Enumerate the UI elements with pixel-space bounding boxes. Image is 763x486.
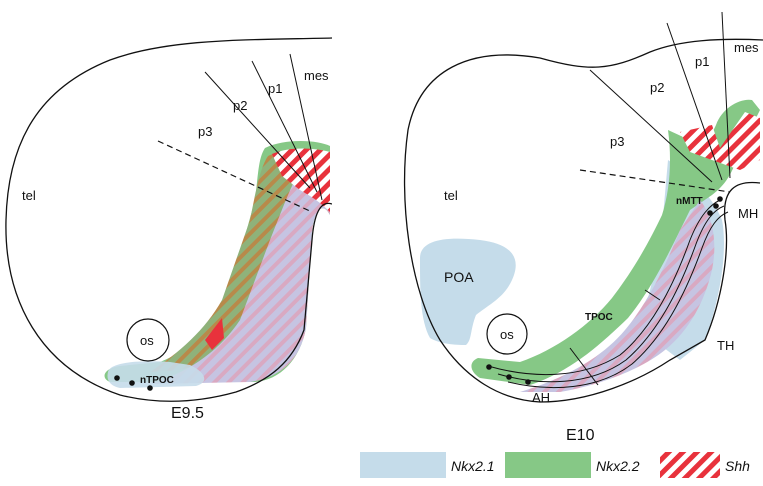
right-label-ah: AH xyxy=(532,390,550,405)
right-tick-tpoc xyxy=(644,289,661,301)
right-label-tpoc: TPOC xyxy=(585,312,613,323)
legend-swatch-nkx22 xyxy=(505,452,591,478)
right-nmtt-dot xyxy=(717,196,723,202)
right-brain-outline xyxy=(403,38,763,403)
right-overlap-region xyxy=(520,200,715,392)
right-label-poa: POA xyxy=(444,269,474,285)
left-ntpoc-dot xyxy=(147,385,153,391)
right-panel: tel p3 p2 p1 mes POA os TPOC nMTT MH TH … xyxy=(403,11,763,405)
right-boundary-p2-p1 xyxy=(666,22,723,181)
legend-label-shh: Shh xyxy=(725,458,750,474)
right-nkx22-region xyxy=(471,99,760,386)
right-label-nmtt: nMTT xyxy=(676,196,703,207)
legend-swatch-nkx21 xyxy=(360,452,446,478)
right-label-tel: tel xyxy=(444,188,458,203)
right-tpoc-dot xyxy=(486,364,492,370)
legend-label-nkx22: Nkx2.2 xyxy=(596,458,640,474)
legend-label-nkx21: Nkx2.1 xyxy=(451,458,495,474)
right-tick-ah xyxy=(569,347,599,386)
left-shh-spot xyxy=(205,318,224,350)
left-shh-region xyxy=(272,148,330,212)
left-label-os: os xyxy=(140,333,154,348)
left-boundary-p2-p1 xyxy=(251,60,318,193)
left-ntpoc-dot xyxy=(129,380,135,386)
left-overlap-region xyxy=(150,170,330,384)
right-tpoc-tract-2 xyxy=(497,205,725,383)
left-os-circle xyxy=(126,318,170,362)
left-label-p3: p3 xyxy=(198,124,212,139)
left-brain-outline xyxy=(5,37,332,402)
left-panel: tel p3 p2 p1 mes os nTPOC xyxy=(5,37,332,402)
right-boundary-p3-p2 xyxy=(589,69,713,183)
right-tpoc-tract-3 xyxy=(507,211,729,389)
left-label-p2: p2 xyxy=(233,98,247,113)
legend: Nkx2.1 Nkx2.2 Shh xyxy=(360,452,750,478)
right-boundary-p1-mes xyxy=(721,11,731,179)
right-tpoc-dot xyxy=(525,379,531,385)
right-dashed-line xyxy=(579,169,731,193)
left-stage-label: E9.5 xyxy=(171,405,204,422)
left-nkx22-overlap-region xyxy=(150,152,312,372)
left-label-ntpoc: nTPOC xyxy=(140,375,174,386)
left-boundary-p3-p2 xyxy=(204,71,311,189)
left-label-tel: tel xyxy=(22,188,36,203)
right-label-th: TH xyxy=(717,338,734,353)
right-label-p3: p3 xyxy=(610,134,624,149)
right-nmtt-dot xyxy=(713,203,719,209)
right-label-os: os xyxy=(500,327,514,342)
right-label-mh: MH xyxy=(738,206,758,221)
right-tpoc-tract xyxy=(487,199,721,376)
right-label-mes: mes xyxy=(734,40,759,55)
left-ntpoc-dot xyxy=(114,375,120,381)
right-label-p1: p1 xyxy=(695,54,709,69)
legend-swatch-shh xyxy=(660,452,720,478)
right-tpoc-dot xyxy=(506,374,512,380)
right-nmtt-dot xyxy=(707,210,713,216)
left-label-p1: p1 xyxy=(268,81,282,96)
right-os-circle xyxy=(486,313,528,355)
left-label-mes: mes xyxy=(304,68,329,83)
right-shh-region xyxy=(680,112,760,170)
right-stage-label: E10 xyxy=(566,427,595,444)
right-poa-region xyxy=(420,238,516,345)
left-boundary-p1-mes xyxy=(289,53,323,201)
left-dashed-line xyxy=(157,140,313,213)
right-label-p2: p2 xyxy=(650,80,664,95)
